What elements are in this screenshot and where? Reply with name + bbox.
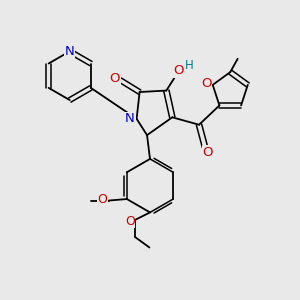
Text: N: N: [65, 45, 75, 58]
Text: O: O: [98, 193, 107, 206]
Text: O: O: [201, 77, 211, 90]
Text: O: O: [203, 146, 213, 159]
Text: O: O: [125, 215, 135, 228]
Text: O: O: [173, 64, 184, 77]
Text: O: O: [110, 72, 120, 85]
Text: H: H: [185, 59, 194, 72]
Text: N: N: [125, 112, 135, 125]
